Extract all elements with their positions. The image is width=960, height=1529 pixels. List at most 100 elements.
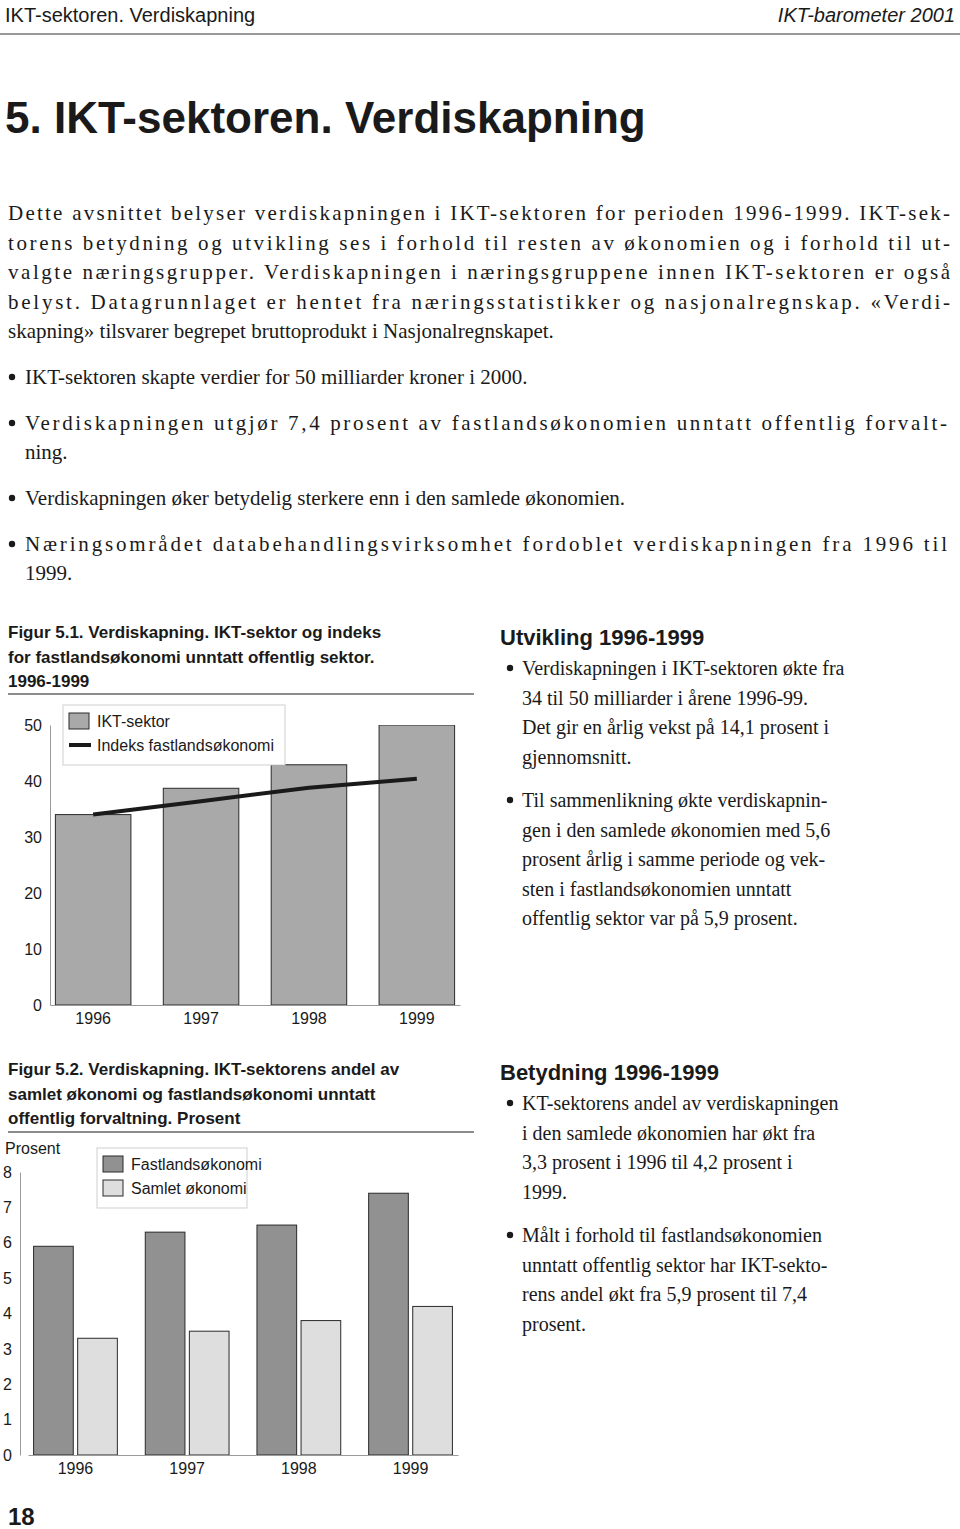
section-line: i den samlede økonomien har økt fra	[522, 1122, 815, 1144]
side-section: Utvikling 1996-1999Verdiskapningen i IKT…	[500, 625, 845, 930]
header-rule	[0, 34, 960, 35]
intro-line: valgte næringsgrupper. Verdiskapningen i…	[8, 260, 951, 284]
legend-label: Fastlandsøkonomi	[131, 1156, 262, 1173]
page-number: 18	[8, 1503, 35, 1529]
y-tick: 50	[24, 717, 50, 734]
x-tick: 1996	[58, 1455, 94, 1477]
x-tick-label: 1998	[281, 1460, 317, 1477]
key-point-line: IKT-sektoren skapte verdier for 50 milli…	[25, 365, 527, 389]
legend-label: IKT-sektor	[97, 713, 171, 730]
plot-area	[34, 1193, 453, 1455]
y-axis-line	[50, 726, 51, 1006]
x-tick-label: 1998	[291, 1010, 327, 1027]
legend-swatch	[69, 743, 91, 747]
section-line: unntatt offentlig sektor har IKT-sekto-	[522, 1254, 828, 1277]
chart-title: 1996-1999	[8, 672, 89, 691]
key-points: IKT-sektoren skapte verdier for 50 milli…	[9, 365, 947, 585]
intro-line: torens betydning og utvikling ses i forh…	[8, 231, 950, 255]
bar	[145, 1232, 185, 1455]
bar	[413, 1306, 453, 1455]
intro: Dette avsnittet belyser verdiskapningen …	[8, 201, 951, 343]
y-axis: 0 1 2 3 4 5 6 7 8	[3, 1164, 20, 1464]
legend-swatch	[69, 713, 89, 729]
bar	[271, 765, 347, 1005]
intro-line: skapning» tilsvarer begrepet bruttoprodu…	[8, 319, 554, 343]
line	[93, 779, 417, 815]
bullet-dot	[507, 797, 513, 803]
section-line: offentlig sektor var på 5,9 prosent.	[522, 907, 798, 930]
chart: Figur 5.1. Verdiskapning. IKT-sektor og …	[8, 623, 474, 1027]
y-tick-label: 3	[3, 1340, 12, 1357]
chart-title: for fastlandsøkonomi unntatt offentlig s…	[8, 648, 374, 667]
bar-series	[78, 1306, 453, 1455]
bar	[379, 725, 455, 1005]
chart-title: Figur 5.1. Verdiskapning. IKT-sektor og …	[8, 623, 381, 642]
x-tick: 1998	[281, 1455, 317, 1477]
section-line: 1999.	[522, 1181, 567, 1203]
caption-rule	[8, 694, 474, 695]
bar	[34, 1246, 74, 1455]
y-tick-label: 40	[24, 773, 42, 790]
y-tick: 20	[24, 885, 50, 902]
y-tick: 3	[3, 1340, 20, 1357]
section-line: 3,3 prosent i 1996 til 4,2 prosent i	[522, 1151, 793, 1174]
y-tick-label: 5	[3, 1270, 12, 1287]
section-line: prosent årlig i samme periode og vek-	[522, 848, 825, 871]
y-tick: 40	[24, 773, 50, 790]
section-line: 34 til 50 milliarder i årene 1996-99.	[522, 687, 808, 709]
x-tick-label: 1999	[399, 1010, 435, 1027]
y-tick: 2	[3, 1376, 20, 1393]
y-tick-label: 4	[3, 1305, 12, 1322]
section-line: Det gir en årlig vekst på 14,1 prosent i	[522, 716, 830, 739]
y-tick-label: 30	[24, 829, 42, 846]
caption-rule	[8, 1132, 474, 1133]
legend-swatch	[103, 1180, 123, 1196]
section-line: gen i den samlede økonomien med 5,6	[522, 819, 830, 842]
y-tick: 4	[3, 1305, 20, 1322]
y-tick: 8	[3, 1164, 20, 1181]
legend: FastlandsøkonomiSamlet økonomi	[97, 1148, 262, 1208]
y-tick: 10	[24, 941, 50, 958]
bullet-dot	[507, 1100, 513, 1106]
y-tick: 7	[3, 1199, 20, 1216]
y-tick-label: 7	[3, 1199, 12, 1216]
x-tick-label: 1997	[183, 1010, 219, 1027]
y-tick: 0	[33, 997, 50, 1014]
chart-title: offentlig forvaltning. Prosent	[8, 1109, 241, 1128]
section-heading: Betydning 1996-1999	[500, 1060, 719, 1085]
y-tick-label: 0	[33, 997, 42, 1014]
bar	[78, 1338, 118, 1455]
chart-title: samlet økonomi og fastlandsøkonomi unnta…	[8, 1085, 376, 1104]
y-tick: 0	[3, 1447, 20, 1464]
section-line: rens andel økt fra 5,9 prosent til 7,4	[522, 1283, 807, 1306]
legend: IKT-sektorIndeks fastlandsøkonomi	[63, 705, 285, 765]
y-tick-label: 1	[3, 1411, 12, 1428]
y-tick-label: 50	[24, 717, 42, 734]
side-section: Betydning 1996-1999KT-sektorens andel av…	[500, 1060, 838, 1336]
x-tick: 1998	[291, 1005, 327, 1027]
plot-area	[55, 725, 454, 1005]
y-tick-label: 2	[3, 1376, 12, 1393]
key-point-line: Verdiskapningen utgjør 7,4 prosent av fa…	[25, 411, 947, 435]
y-tick: 6	[3, 1234, 20, 1251]
y-axis-title: Prosent	[5, 1140, 61, 1157]
bullet-dot	[9, 495, 15, 501]
x-axis-line	[29, 1455, 459, 1456]
bar-series	[34, 1193, 409, 1455]
y-tick-label: 6	[3, 1234, 12, 1251]
x-tick-label: 1996	[58, 1460, 94, 1477]
x-axis: 1996 1997 1998 1999	[51, 1005, 461, 1027]
y-tick-label: 20	[24, 885, 42, 902]
y-tick: 5	[3, 1270, 20, 1287]
header-right: IKT-barometer 2001	[778, 4, 955, 26]
chart-title: Figur 5.2. Verdiskapning. IKT-sektorens …	[8, 1060, 400, 1079]
key-point-line: ning.	[25, 440, 68, 464]
x-tick-label: 1996	[75, 1010, 111, 1027]
bullet-dot	[9, 541, 15, 547]
x-tick: 1996	[75, 1005, 111, 1027]
y-tick-label: 8	[3, 1164, 12, 1181]
y-tick-label: 10	[24, 941, 42, 958]
bar	[257, 1225, 297, 1455]
x-tick: 1999	[399, 1005, 435, 1027]
bar	[369, 1193, 409, 1455]
